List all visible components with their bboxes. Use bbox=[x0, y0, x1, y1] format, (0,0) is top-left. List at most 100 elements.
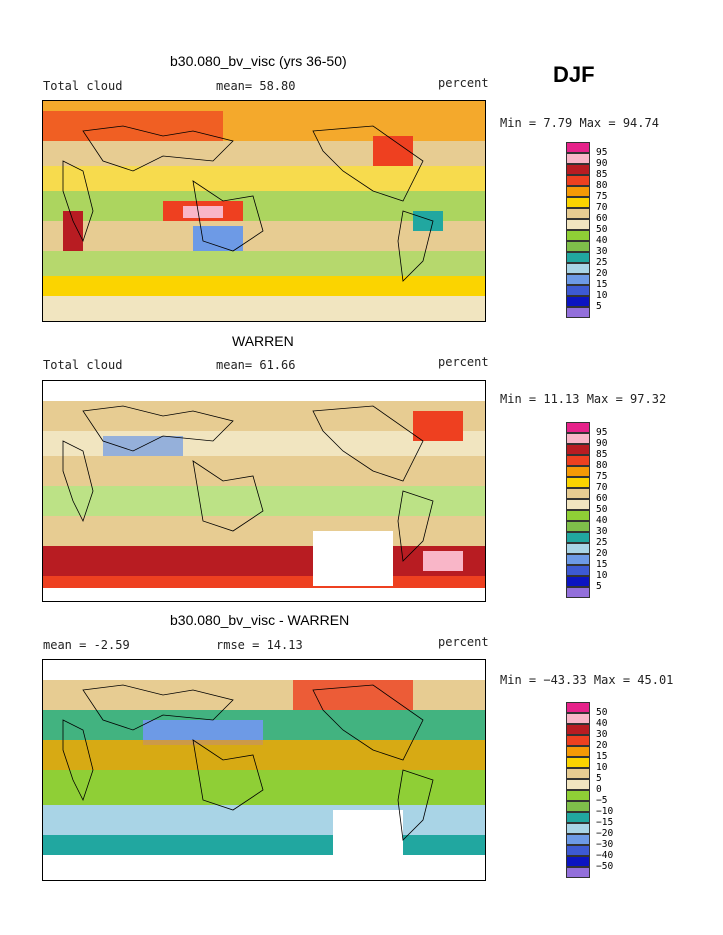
colorbar-tick: 95 bbox=[596, 147, 608, 158]
colorbar-tick: −30 bbox=[596, 839, 614, 850]
colorbar-swatch bbox=[566, 186, 590, 197]
panel2-minmax-label: Min = 11.13 Max = 97.32 bbox=[500, 392, 667, 406]
panel1-colorbar: 95 90 85 80 75 70 60 50 40 30 25 20 15 1… bbox=[566, 142, 607, 318]
panel2-colorbar: 95 90 85 80 75 70 60 50 40 30 25 20 15 1… bbox=[566, 422, 607, 598]
colorbar-tick: 10 bbox=[596, 762, 608, 773]
colorbar-tick: 50 bbox=[596, 224, 608, 235]
colorbar-swatch bbox=[566, 532, 590, 543]
panel2-title: WARREN bbox=[232, 333, 294, 349]
colorbar-tick: 75 bbox=[596, 191, 608, 202]
colorbar-swatch bbox=[566, 812, 590, 823]
colorbar-swatch bbox=[566, 263, 590, 274]
colorbar-swatch bbox=[566, 433, 590, 444]
colorbar-swatch bbox=[566, 285, 590, 296]
colorbar-tick: −15 bbox=[596, 817, 614, 828]
panel1-map bbox=[42, 100, 486, 322]
colorbar-tick: 80 bbox=[596, 460, 608, 471]
colorbar-tick: 40 bbox=[596, 515, 608, 526]
colorbar-tick: 70 bbox=[596, 482, 608, 493]
colorbar-swatch bbox=[566, 713, 590, 724]
colorbar-swatch bbox=[566, 587, 590, 598]
colorbar-swatch bbox=[566, 252, 590, 263]
panel1-minmax-label: Min = 7.79 Max = 94.74 bbox=[500, 116, 659, 130]
panel2-map-field bbox=[43, 381, 485, 601]
panel2-units-label: percent bbox=[438, 355, 489, 369]
colorbar-tick: 5 bbox=[596, 301, 602, 312]
colorbar-swatch bbox=[566, 702, 590, 713]
colorbar-swatch bbox=[566, 521, 590, 532]
colorbar-swatch bbox=[566, 219, 590, 230]
colorbar-swatch bbox=[566, 164, 590, 175]
colorbar-tick: 40 bbox=[596, 235, 608, 246]
colorbar-tick: 25 bbox=[596, 257, 608, 268]
panel3-mean-label: mean = -2.59 bbox=[43, 638, 130, 652]
colorbar-tick: 50 bbox=[596, 707, 608, 718]
colorbar-tick: −5 bbox=[596, 795, 608, 806]
panel3-units-label: percent bbox=[438, 635, 489, 649]
colorbar-swatch bbox=[566, 823, 590, 834]
colorbar-tick: 20 bbox=[596, 548, 608, 559]
colorbar-tick: 25 bbox=[596, 537, 608, 548]
colorbar-tick: 30 bbox=[596, 246, 608, 257]
colorbar-tick: 40 bbox=[596, 718, 608, 729]
colorbar-tick: 80 bbox=[596, 180, 608, 191]
colorbar-swatch bbox=[566, 153, 590, 164]
colorbar-swatch bbox=[566, 724, 590, 735]
colorbar-tick: 15 bbox=[596, 751, 608, 762]
colorbar-tick: 10 bbox=[596, 290, 608, 301]
colorbar-tick: 50 bbox=[596, 504, 608, 515]
colorbar-swatch bbox=[566, 197, 590, 208]
colorbar-tick: 20 bbox=[596, 740, 608, 751]
colorbar-swatch bbox=[566, 757, 590, 768]
colorbar-swatch bbox=[566, 175, 590, 186]
colorbar-swatch bbox=[566, 296, 590, 307]
colorbar-tick: 85 bbox=[596, 449, 608, 460]
panel1-units-label: percent bbox=[438, 76, 489, 90]
colorbar-tick: 15 bbox=[596, 559, 608, 570]
colorbar-tick: −20 bbox=[596, 828, 614, 839]
panel3-map bbox=[42, 659, 486, 881]
colorbar-swatch bbox=[566, 790, 590, 801]
colorbar-swatch bbox=[566, 230, 590, 241]
colorbar-swatch bbox=[566, 142, 590, 153]
colorbar-tick: 15 bbox=[596, 279, 608, 290]
panel2-map bbox=[42, 380, 486, 602]
colorbar-tick: 20 bbox=[596, 268, 608, 279]
colorbar-swatch bbox=[566, 477, 590, 488]
colorbar-swatch bbox=[566, 834, 590, 845]
colorbar-swatch bbox=[566, 307, 590, 318]
colorbar-swatch bbox=[566, 576, 590, 587]
colorbar-swatch bbox=[566, 455, 590, 466]
colorbar-swatch bbox=[566, 241, 590, 252]
colorbar-swatch bbox=[566, 422, 590, 433]
colorbar-swatch bbox=[566, 208, 590, 219]
colorbar-swatch bbox=[566, 543, 590, 554]
panel2-variable-label: Total cloud bbox=[43, 358, 123, 372]
colorbar-swatch bbox=[566, 274, 590, 285]
panel3-rmse-label: rmse = 14.13 bbox=[216, 638, 303, 652]
colorbar-swatch bbox=[566, 867, 590, 878]
colorbar-swatch bbox=[566, 488, 590, 499]
panel3-colorbar-swatches bbox=[566, 702, 590, 878]
colorbar-tick: 0 bbox=[596, 784, 602, 795]
colorbar-swatch bbox=[566, 735, 590, 746]
colorbar-tick: 30 bbox=[596, 526, 608, 537]
colorbar-swatch bbox=[566, 801, 590, 812]
panel3-title: b30.080_bv_visc - WARREN bbox=[170, 612, 350, 628]
colorbar-swatch bbox=[566, 499, 590, 510]
colorbar-tick: −40 bbox=[596, 850, 614, 861]
colorbar-swatch bbox=[566, 746, 590, 757]
panel3-map-field bbox=[43, 660, 485, 880]
panel3-minmax-label: Min = −43.33 Max = 45.01 bbox=[500, 673, 674, 687]
colorbar-tick: 95 bbox=[596, 427, 608, 438]
season-label: DJF bbox=[553, 62, 595, 87]
panel3-colorbar: 50 40 30 20 15 10 5 0 −5 −10 −15 −20 −30… bbox=[566, 702, 613, 878]
colorbar-tick: 90 bbox=[596, 158, 608, 169]
panel1-title: b30.080_bv_visc (yrs 36-50) bbox=[170, 53, 347, 69]
panel1-colorbar-swatches bbox=[566, 142, 590, 318]
colorbar-swatch bbox=[566, 779, 590, 790]
panel2-mean-label: mean= 61.66 bbox=[216, 358, 296, 372]
colorbar-swatch bbox=[566, 565, 590, 576]
colorbar-swatch bbox=[566, 845, 590, 856]
colorbar-swatch bbox=[566, 444, 590, 455]
